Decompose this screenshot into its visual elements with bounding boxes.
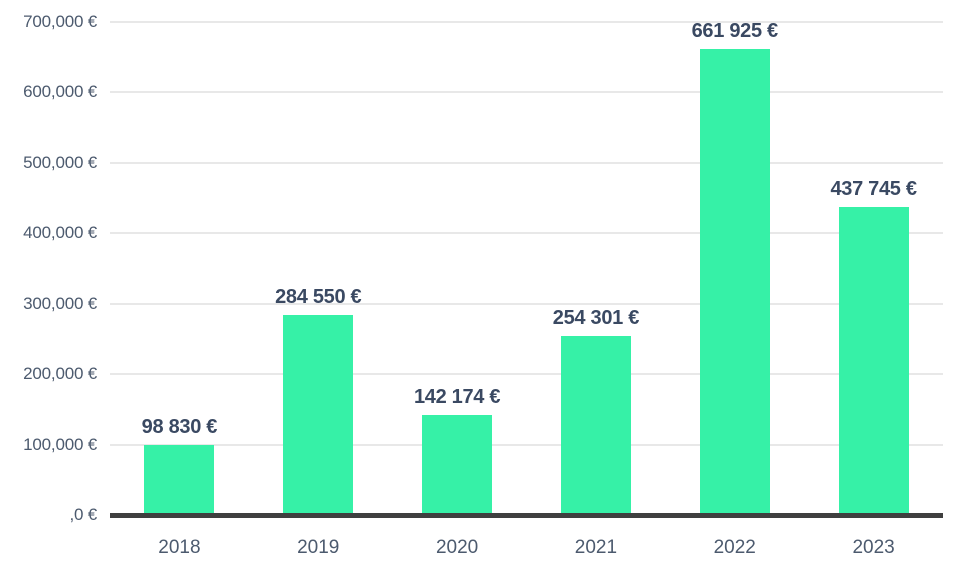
data-label-2020: 142 174 € bbox=[413, 385, 501, 408]
x-axis-line bbox=[110, 513, 943, 518]
x-axis-tick-label: 2018 bbox=[158, 537, 201, 558]
bar-2023 bbox=[838, 206, 909, 515]
data-label-2022: 661 925 € bbox=[691, 19, 779, 42]
gridline bbox=[110, 21, 943, 23]
y-axis-tick-label: 300,000 € bbox=[23, 293, 97, 313]
bar-2022 bbox=[699, 48, 770, 515]
y-axis-tick-label: 100,000 € bbox=[23, 434, 97, 454]
y-axis-tick-label: 200,000 € bbox=[23, 364, 97, 384]
y-axis-tick-label: 700,000 € bbox=[23, 12, 97, 31]
data-label-2023: 437 745 € bbox=[830, 177, 917, 200]
x-axis-tick-label: 2023 bbox=[852, 537, 895, 558]
x-axis-tick-label: 2022 bbox=[713, 537, 756, 558]
bar-2018 bbox=[144, 445, 215, 515]
data-label-2019: 284 550 € bbox=[275, 285, 362, 308]
gridline bbox=[110, 232, 943, 235]
bar-2021 bbox=[560, 335, 631, 515]
y-axis-tick-label: 600,000 € bbox=[23, 82, 97, 102]
x-axis-tick-label: 2021 bbox=[574, 537, 618, 558]
y-axis-tick-label: ,0 € bbox=[69, 505, 97, 524]
bar-2020 bbox=[422, 414, 493, 515]
data-label-2018: 98 830 € bbox=[141, 416, 218, 439]
gridline bbox=[110, 91, 943, 94]
gridline bbox=[110, 161, 943, 164]
y-axis-tick-label: 400,000 € bbox=[23, 223, 97, 243]
bar-2019 bbox=[283, 314, 354, 515]
gridline bbox=[110, 373, 943, 376]
data-label-2021: 254 301 € bbox=[552, 306, 640, 329]
gridline bbox=[110, 302, 943, 305]
x-axis-tick-label: 2020 bbox=[435, 537, 479, 558]
y-axis-tick-label: 500,000 € bbox=[23, 152, 97, 172]
gridline bbox=[110, 443, 943, 446]
x-axis-tick-label: 2019 bbox=[297, 537, 340, 558]
